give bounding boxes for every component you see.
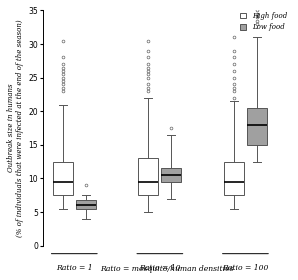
FancyBboxPatch shape: [139, 158, 159, 195]
Text: Ratio = 100: Ratio = 100: [222, 264, 268, 272]
FancyBboxPatch shape: [53, 162, 73, 195]
FancyBboxPatch shape: [76, 200, 96, 209]
X-axis label: Ratio = mosquito/human densities: Ratio = mosquito/human densities: [100, 265, 234, 273]
Text: Ratio = 1: Ratio = 1: [56, 264, 93, 272]
FancyBboxPatch shape: [224, 162, 244, 195]
Text: Ratio = 10: Ratio = 10: [139, 264, 181, 272]
FancyBboxPatch shape: [247, 108, 267, 145]
Y-axis label: Outbreak size in humans
(% of individuals that were infected at the end of the s: Outbreak size in humans (% of individual…: [7, 19, 24, 237]
Legend: High food, Low food: High food, Low food: [237, 9, 290, 34]
FancyBboxPatch shape: [161, 168, 181, 182]
